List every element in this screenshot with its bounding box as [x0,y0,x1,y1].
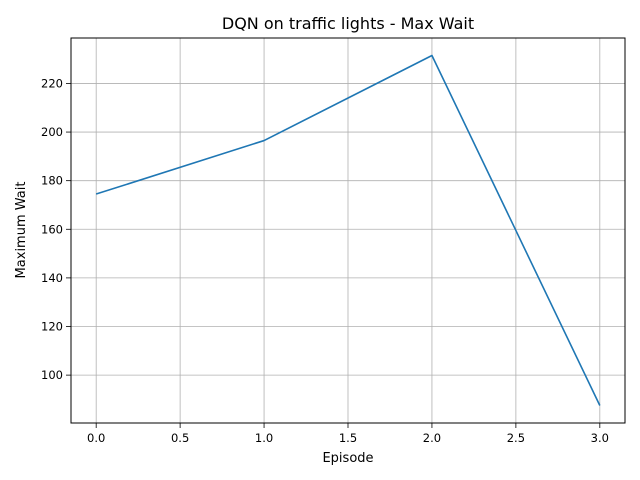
x-tick-label: 2.5 [507,431,525,445]
x-tick-label: 1.0 [255,431,273,445]
series-line [95,54,601,406]
y-tick-label: 180 [41,174,63,188]
x-axis-label: Episode [322,451,373,466]
x-tick-label: 0.0 [87,431,105,445]
grid [71,38,625,423]
y-tick-label: 100 [41,368,63,382]
tick-layer: 0.0 0.5 1.0 1.5 2.0 2.5 3.0 100 120 140 160 180 200 2… [41,76,609,445]
y-tick-label: 160 [41,222,63,236]
x-tick-label: 1.5 [339,431,357,445]
x-tick-label: 0.5 [171,431,189,445]
chart-title: DQN on traffic lights - Max Wait [222,14,474,33]
x-tick-label: 3.0 [591,431,609,445]
y-tick-label: 220 [41,76,63,90]
y-axis-label: Maximum Wait [14,182,29,279]
series-layer [95,54,601,406]
y-tick-label: 200 [41,125,63,139]
x-tick-label: 2.0 [423,431,441,445]
y-tick-label: 140 [41,271,63,285]
y-tick-label: 120 [41,320,63,334]
